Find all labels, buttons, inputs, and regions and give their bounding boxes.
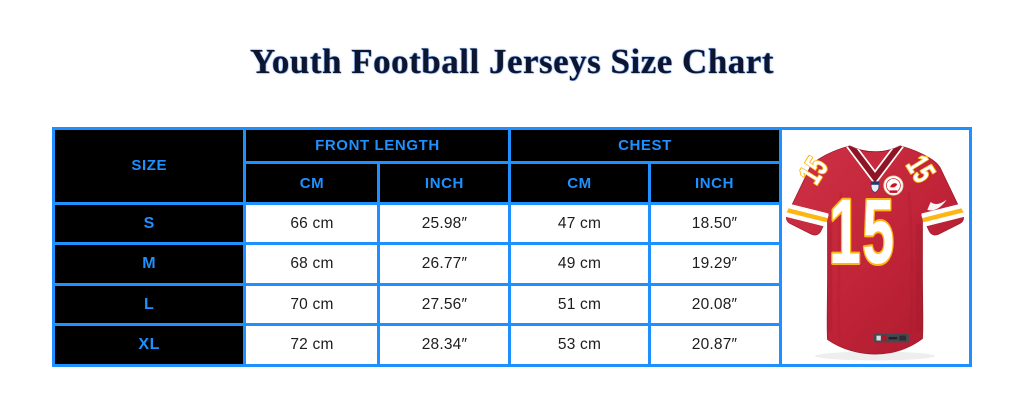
- front-length-inch-cell: 25.98″: [377, 201, 512, 246]
- size-cell: S: [51, 201, 247, 246]
- chest-cm-cell: 53 cm: [508, 323, 651, 367]
- jersey-shadow: [815, 351, 936, 360]
- nike-swoosh-icon: [927, 199, 947, 210]
- chest-inch-cell: 20.87″: [647, 323, 782, 367]
- front-length-inch-cell: 26.77″: [377, 242, 512, 286]
- column-header-size: SIZE: [51, 127, 247, 205]
- unit-header-row: CM INCH CM INCH: [54, 161, 971, 205]
- collar-tag: [867, 145, 883, 150]
- jersey-illustration: 15 15 15: [785, 144, 966, 360]
- front-length-cm-cell: 70 cm: [243, 282, 381, 327]
- chest-cm-cell: 51 cm: [508, 282, 651, 327]
- unit-header-chest-cm: CM: [508, 161, 651, 205]
- unit-header-front-inch: INCH: [377, 161, 512, 205]
- chest-cm-cell: 49 cm: [508, 242, 651, 286]
- chest-number: 15: [829, 181, 896, 283]
- column-header-chest: CHEST: [508, 126, 782, 165]
- front-length-inch-cell: 27.56″: [377, 282, 512, 327]
- unit-header-chest-inch: INCH: [647, 161, 782, 205]
- jersey-image-cell: 15 15 15: [778, 127, 972, 367]
- chest-cm-cell: 47 cm: [508, 201, 651, 246]
- group-header-row: SIZE FRONT LENGTH CHEST: [51, 126, 972, 367]
- unit-header-front-cm: CM: [243, 161, 381, 205]
- table-row-s: S 66 cm 25.98″ 47 cm 18.50″: [51, 201, 971, 246]
- left-sleeve-stripes: [785, 196, 829, 230]
- size-cell: M: [51, 242, 247, 286]
- jersey-shading: [827, 191, 923, 338]
- table-row-xl: XL 72 cm 28.34″ 53 cm 20.87″: [51, 323, 971, 367]
- page-title: Youth Football Jerseys Size Chart: [250, 42, 774, 81]
- chest-inch-cell: 20.08″: [647, 282, 782, 327]
- column-header-front-length: FRONT LENGTH: [243, 126, 512, 165]
- front-length-cm-cell: 68 cm: [243, 242, 381, 286]
- front-length-inch-cell: 28.34″: [377, 323, 512, 367]
- table-row-m: M 68 cm 26.77″ 49 cm 19.29″: [51, 242, 971, 286]
- jersey-body: [786, 144, 965, 354]
- chest-inch-cell: 18.50″: [647, 201, 782, 246]
- size-cell: L: [51, 282, 247, 327]
- front-length-cm-cell: 72 cm: [243, 323, 381, 367]
- front-length-cm-cell: 66 cm: [243, 201, 381, 246]
- size-chart-table: SIZE FRONT LENGTH CHEST: [51, 126, 972, 367]
- nfl-shield-icon: [871, 180, 880, 193]
- chiefs-patch-icon: [883, 174, 904, 196]
- right-sleeve-stripes: [921, 196, 966, 230]
- table-row-l: L 70 cm 27.56″ 51 cm 20.08″: [51, 282, 971, 327]
- size-cell: XL: [51, 323, 247, 367]
- chest-inch-cell: 19.29″: [647, 242, 782, 286]
- jock-tag: [874, 333, 910, 342]
